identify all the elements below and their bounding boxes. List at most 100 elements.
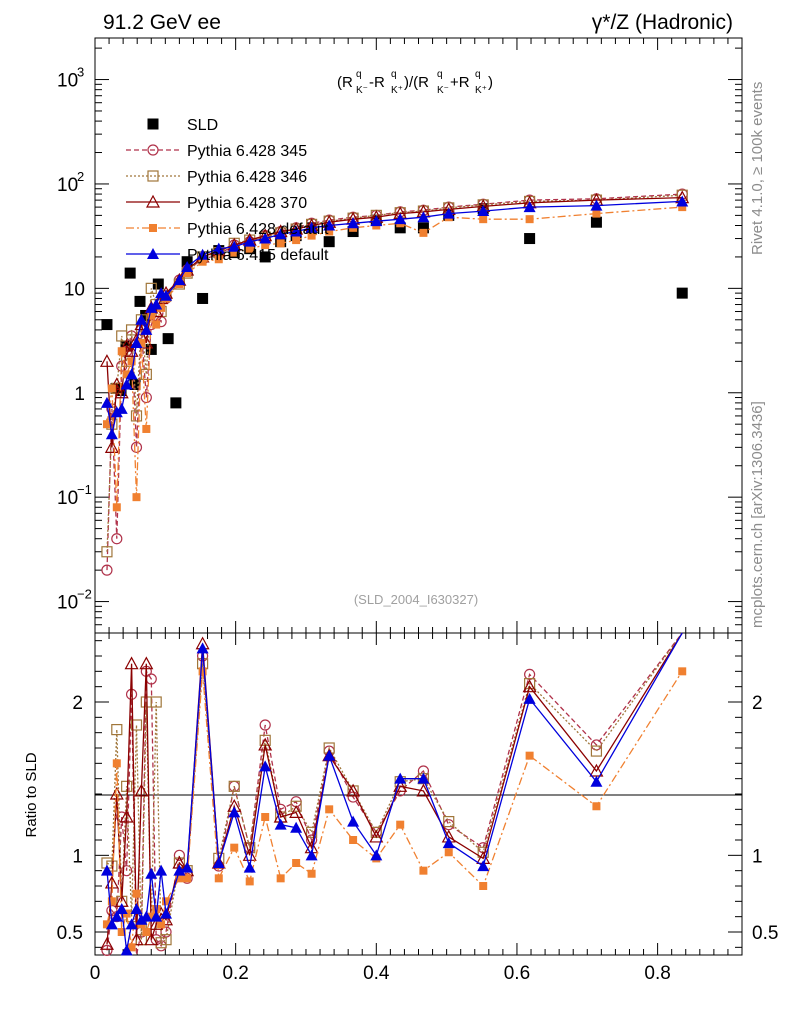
ratio-point-p345 bbox=[524, 668, 536, 681]
ratio-point-p345 bbox=[121, 865, 133, 877]
ratio-point-p370 bbox=[393, 779, 408, 792]
series-p6415 bbox=[100, 195, 689, 956]
ratio-point-p6415 bbox=[477, 860, 490, 872]
x-tick-label: 0.2 bbox=[222, 963, 248, 984]
legend-entry-p370: Pythia 6.428 370 bbox=[126, 194, 307, 212]
ratio-point-pdef bbox=[245, 877, 254, 886]
point-pdef bbox=[137, 338, 146, 347]
y-tick-label: 10−2 bbox=[57, 587, 92, 614]
ratio-point-p6415 bbox=[417, 772, 430, 784]
svg-text:q: q bbox=[437, 69, 443, 80]
svg-text:K⁻: K⁻ bbox=[356, 85, 368, 96]
rivet-version-label: Rivet 4.1.0, ≥ 100k events bbox=[749, 82, 766, 255]
point-sld bbox=[417, 222, 429, 234]
point-p6415 bbox=[115, 402, 128, 414]
ratio-point-p370 bbox=[139, 656, 154, 670]
point-p6415 bbox=[105, 428, 118, 440]
point-pdef bbox=[230, 248, 239, 257]
x-tick-label: 0.6 bbox=[504, 963, 530, 984]
point-p346 bbox=[101, 546, 113, 558]
point-p370 bbox=[104, 440, 119, 453]
ratio-point-p370 bbox=[369, 829, 384, 843]
ratio-point-p6415 bbox=[150, 910, 163, 922]
ratio-point-pdef bbox=[678, 667, 687, 676]
ratio-point-p370 bbox=[129, 932, 144, 946]
ratio-y-tick-label: 0.5 bbox=[57, 923, 83, 944]
svg-text:10: 10 bbox=[57, 175, 78, 196]
ratio-point-p6415 bbox=[305, 849, 318, 861]
ratio-point-p6415 bbox=[228, 806, 241, 818]
point-pdef bbox=[183, 269, 192, 278]
ratio-point-p370 bbox=[124, 656, 139, 670]
legend-label: Pythia 6.428 345 bbox=[187, 143, 307, 160]
ratio-point-p370 bbox=[258, 737, 273, 751]
ratio-point-p345 bbox=[101, 944, 113, 957]
point-sld bbox=[140, 309, 152, 321]
point-sld bbox=[394, 222, 406, 234]
svg-text:+R: +R bbox=[450, 74, 470, 91]
legend-entry-p6415: Pythia 6.415 default bbox=[126, 247, 329, 264]
svg-text:q: q bbox=[391, 69, 397, 80]
ratio-point-pdef bbox=[127, 943, 136, 952]
point-p6415 bbox=[150, 298, 163, 310]
ratio-point-p370 bbox=[109, 786, 124, 800]
ratio-point-p346 bbox=[228, 780, 240, 792]
ratio-point-pdef bbox=[396, 820, 405, 829]
ratio-point-pdef bbox=[479, 882, 488, 890]
ratio-point-p6415 bbox=[394, 772, 407, 784]
ratio-point-p6415 bbox=[290, 821, 303, 833]
point-sld bbox=[134, 295, 146, 307]
point-pdef bbox=[419, 228, 428, 237]
legend-label: SLD bbox=[187, 117, 218, 134]
point-p6415 bbox=[196, 248, 209, 260]
ratio-point-p345 bbox=[173, 849, 185, 861]
point-sld bbox=[170, 397, 182, 409]
svg-text:10: 10 bbox=[64, 279, 85, 300]
point-sld bbox=[124, 267, 136, 279]
point-p6415 bbox=[305, 221, 318, 233]
svg-text:10: 10 bbox=[57, 593, 78, 614]
svg-text:)/(R: )/(R bbox=[404, 74, 429, 91]
legend-entry-pdef: Pythia 6.428 default bbox=[126, 221, 329, 238]
ratio-point-p346 bbox=[160, 934, 172, 946]
ratio-point-p6415 bbox=[115, 903, 128, 914]
ratio-point-p6415 bbox=[274, 818, 287, 830]
ratio-point-p370 bbox=[289, 805, 304, 819]
point-pdef bbox=[152, 320, 161, 329]
ratio-point-pdef bbox=[307, 869, 316, 878]
ratio-point-pdef bbox=[276, 874, 285, 883]
point-sld bbox=[676, 287, 688, 299]
ratio-point-pdef bbox=[419, 866, 428, 875]
point-sld bbox=[101, 319, 113, 331]
ratio-point-pdef bbox=[175, 874, 184, 883]
svg-text:-R: -R bbox=[369, 74, 385, 91]
point-p6415 bbox=[323, 219, 336, 231]
legend: SLD Pythia 6.428 345 Pythia 6.428 346 Pythi… bbox=[126, 117, 329, 264]
point-pdef bbox=[214, 255, 223, 264]
ratio-point-p345 bbox=[259, 719, 271, 731]
ratio-point-pdef bbox=[112, 759, 121, 768]
svg-text:10: 10 bbox=[57, 488, 78, 509]
point-sld bbox=[162, 333, 174, 345]
legend-marker-pdef bbox=[149, 224, 157, 232]
point-p6415 bbox=[417, 211, 430, 223]
point-sld bbox=[259, 251, 271, 263]
ratio-point-pdef bbox=[292, 859, 301, 867]
data-series bbox=[99, 188, 690, 957]
ratio-point-pdef bbox=[157, 920, 166, 929]
point-p370 bbox=[124, 343, 139, 357]
svg-text:q: q bbox=[356, 69, 362, 80]
ratio-point-p346 bbox=[130, 719, 143, 731]
ratio-point-p370 bbox=[144, 932, 159, 946]
point-pdef bbox=[122, 370, 131, 379]
point-p6415 bbox=[477, 205, 490, 217]
ratio-point-p6415 bbox=[100, 864, 113, 876]
ratio-point-p370 bbox=[159, 912, 174, 926]
ratio-point-pdef bbox=[107, 897, 116, 906]
ratio-point-pdef bbox=[325, 805, 334, 814]
point-p345 bbox=[101, 564, 113, 576]
point-p6415 bbox=[100, 396, 113, 408]
ratio-point-pdef bbox=[198, 667, 207, 676]
